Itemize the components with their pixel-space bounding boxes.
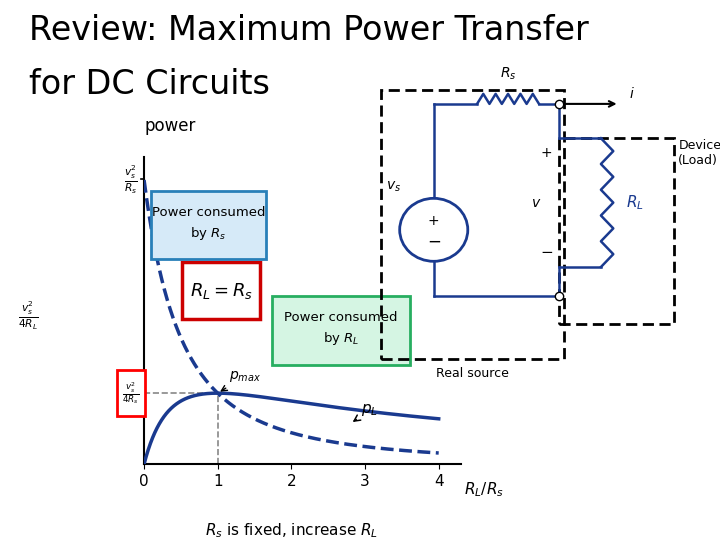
FancyBboxPatch shape [117,370,145,416]
FancyBboxPatch shape [150,191,266,259]
Text: $R_L = R_s$: $R_L = R_s$ [189,281,253,301]
Text: Device
(Load): Device (Load) [678,139,720,166]
Text: Real source: Real source [436,367,509,380]
Text: $R_L/R_s$: $R_L/R_s$ [464,480,505,499]
Text: $\frac{v_s^2}{R_s}$: $\frac{v_s^2}{R_s}$ [124,163,138,195]
Text: $R_s$ is fixed, increase $R_L$: $R_s$ is fixed, increase $R_L$ [204,522,378,540]
FancyBboxPatch shape [272,296,410,365]
Text: Review: Maximum Power Transfer: Review: Maximum Power Transfer [29,14,588,46]
Text: $\frac{v_s^2}{4R_s}$: $\frac{v_s^2}{4R_s}$ [122,380,139,406]
Text: $p_L$: $p_L$ [354,402,378,421]
Circle shape [400,198,468,261]
Text: $v$: $v$ [531,195,541,210]
FancyBboxPatch shape [181,262,261,319]
Bar [559,138,674,324]
Text: $R_s$: $R_s$ [500,66,516,83]
Text: $i$: $i$ [629,86,634,101]
Text: Power consumed
by $R_L$: Power consumed by $R_L$ [284,311,398,347]
Text: −: − [427,232,441,250]
Text: −: − [540,245,553,260]
Text: +: + [541,146,552,159]
Text: +: + [428,214,439,228]
Text: $R_L$: $R_L$ [626,193,644,212]
Text: $p_{max}$: $p_{max}$ [221,369,261,391]
Text: power: power [144,117,195,135]
Text: $\frac{v_s^2}{4R_L}$: $\frac{v_s^2}{4R_L}$ [18,300,39,332]
Bar [381,90,564,359]
Text: $v_s$: $v_s$ [386,180,401,194]
Text: $p_s$: $p_s$ [183,268,214,296]
Text: Power consumed
by $R_s$: Power consumed by $R_s$ [152,206,265,241]
Text: for DC Circuits: for DC Circuits [29,68,270,100]
